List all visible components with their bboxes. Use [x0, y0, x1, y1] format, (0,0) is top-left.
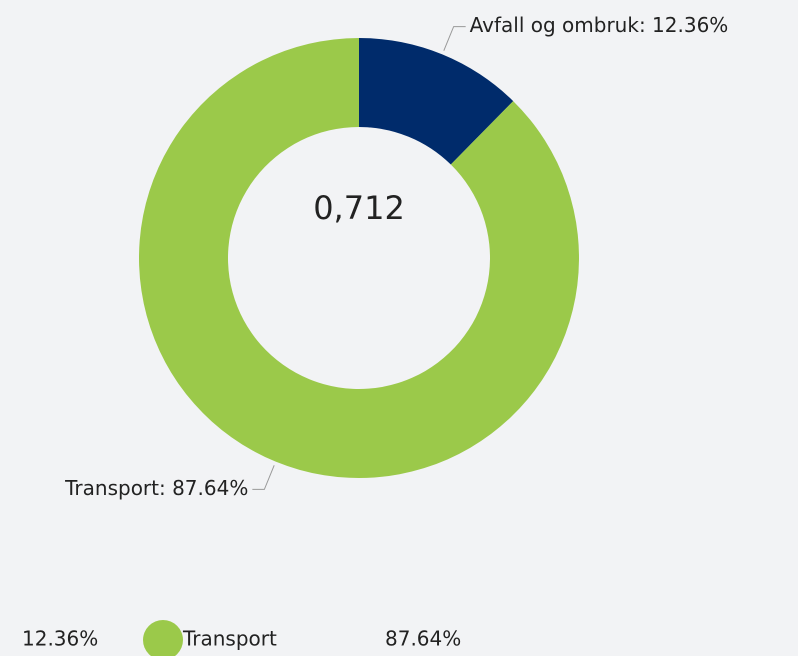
data-label: Avfall og ombruk: 12.36%: [470, 13, 729, 37]
legend-value: 12.36%: [22, 627, 98, 651]
legend-label: Transport: [182, 627, 277, 651]
slice: [359, 38, 514, 165]
legend-marker: [143, 620, 183, 656]
leader-line: [443, 26, 466, 51]
center-label: 0,712: [313, 189, 405, 227]
data-label: Transport: 87.64%: [64, 476, 248, 500]
legend-value: 87.64%: [385, 627, 461, 651]
leader-line: [252, 465, 275, 490]
slice: [138, 38, 579, 478]
